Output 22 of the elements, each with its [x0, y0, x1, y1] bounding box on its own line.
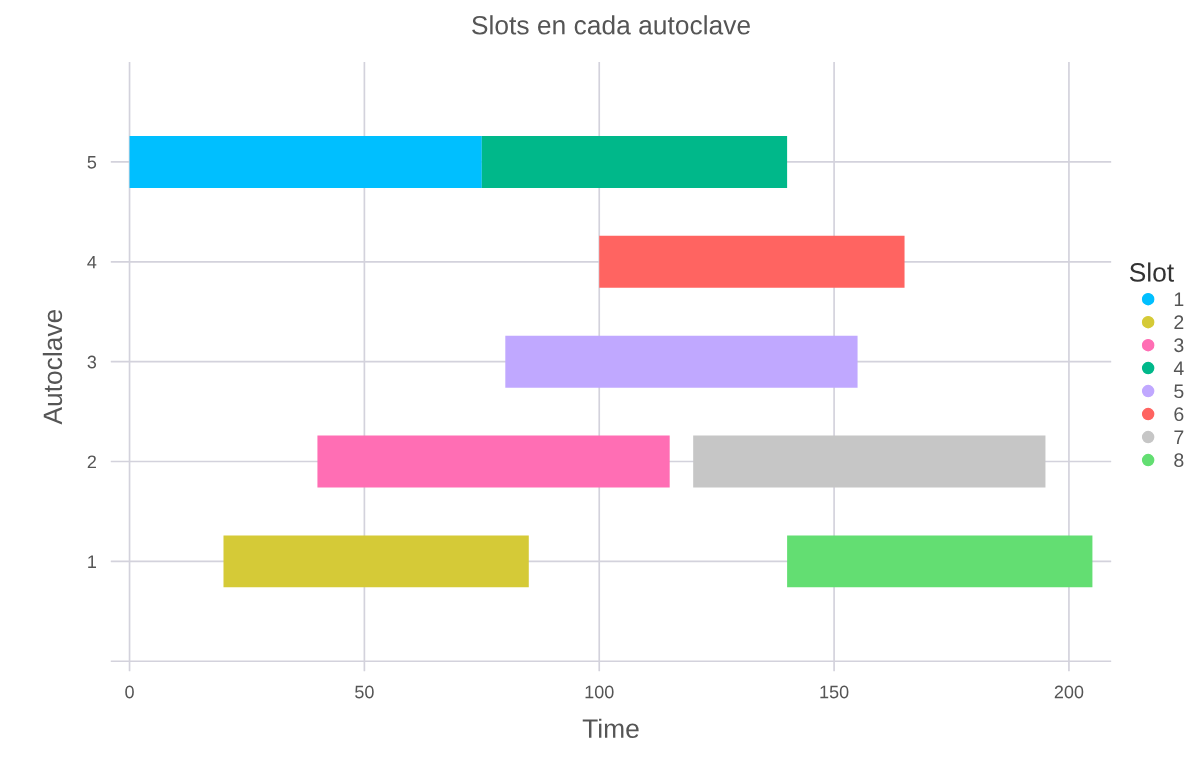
legend-title: Slot — [1129, 262, 1174, 282]
x-tick-label: 0 — [125, 685, 134, 699]
legend-label: 1 — [1174, 292, 1184, 306]
x-tick-label: 150 — [820, 685, 849, 699]
legend-label: 8 — [1174, 453, 1184, 468]
x-tick-label: 200 — [1054, 685, 1084, 699]
legend-label: 3 — [1174, 338, 1184, 353]
legend-label: 4 — [1173, 361, 1184, 375]
y-tick-label: 1 — [88, 555, 96, 568]
y-axis-title: Autoclave — [42, 309, 63, 425]
x-tick-label: 50 — [355, 685, 374, 699]
y-tick-label: 4 — [87, 255, 97, 269]
x-axis-title: Time — [582, 718, 639, 739]
y-tick-label: 2 — [87, 455, 96, 469]
legend-label: 6 — [1174, 407, 1184, 422]
legend-label: 5 — [1174, 384, 1184, 399]
y-tick-label: 5 — [87, 156, 97, 169]
legend-label: 2 — [1174, 315, 1184, 329]
x-tick-label: 100 — [585, 685, 614, 699]
y-tick-label: 3 — [87, 355, 97, 369]
legend-label: 7 — [1174, 430, 1184, 444]
chart-title: Slots en cada autoclave — [472, 15, 750, 35]
